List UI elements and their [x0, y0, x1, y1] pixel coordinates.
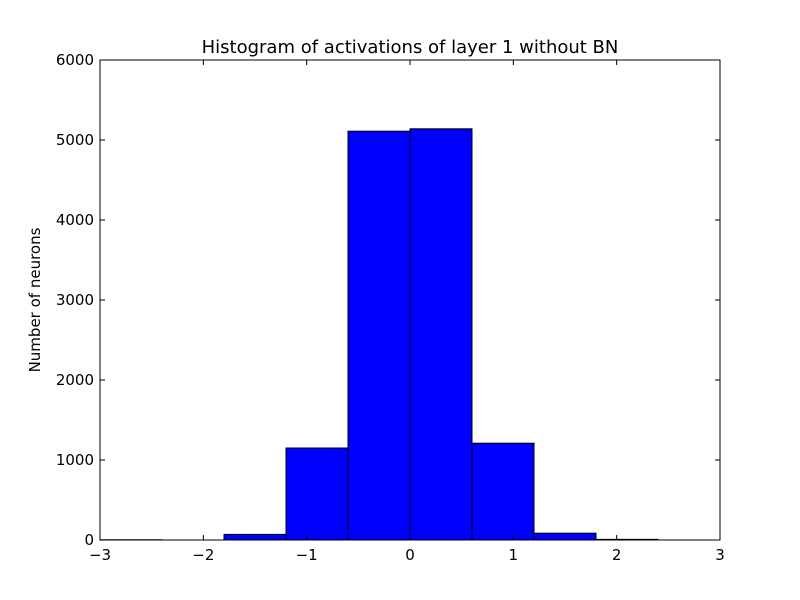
- y-tick-label-6: 6000: [56, 51, 94, 69]
- x-tick-label-0: −3: [89, 546, 111, 564]
- y-tick-label-5: 5000: [56, 131, 94, 149]
- histogram-bar-4: [347, 130, 411, 541]
- y-tick-label-3: 3000: [56, 291, 94, 309]
- bars-layer: [99, 128, 659, 541]
- x-tick-label-3: 0: [405, 546, 415, 564]
- histogram-bar-3: [285, 447, 349, 541]
- x-tick-label-5: 2: [612, 546, 622, 564]
- y-tick-label-0: 0: [84, 531, 94, 549]
- chart-title: Histogram of activations of layer 1 with…: [202, 37, 619, 58]
- y-tick-label-4: 4000: [56, 211, 94, 229]
- x-tick-label-6: 3: [715, 546, 725, 564]
- histogram-bar-5: [409, 128, 473, 541]
- y-axis-label: Number of neurons: [26, 227, 44, 372]
- x-tick-label-2: −1: [296, 546, 318, 564]
- x-tick-label-1: −2: [192, 546, 214, 564]
- histogram-bar-6: [471, 442, 535, 541]
- y-tick-label-1: 1000: [56, 451, 94, 469]
- x-tick-label-4: 1: [509, 546, 519, 564]
- histogram-bar-7: [533, 532, 597, 541]
- histogram-bar-2: [223, 533, 287, 541]
- y-tick-label-2: 2000: [56, 371, 94, 389]
- plot-frame: [99, 59, 721, 541]
